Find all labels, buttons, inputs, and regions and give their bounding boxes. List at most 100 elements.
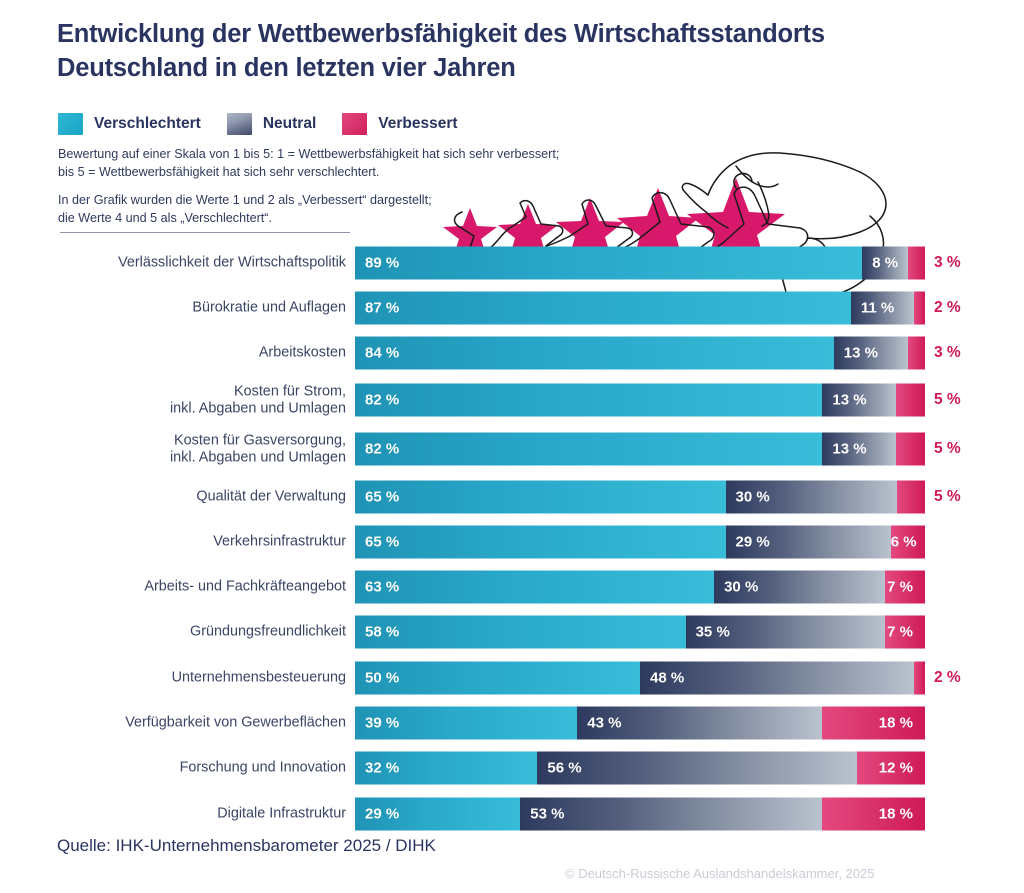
- segment-value: 82 %: [365, 391, 400, 409]
- row-label: Digitale Infrastruktur: [217, 805, 346, 822]
- segment-verschlechtert: 65 %: [355, 525, 726, 559]
- segment-value: 65 %: [365, 533, 400, 551]
- hand-thumb: [681, 182, 709, 213]
- segment-verbessert: 7 %: [885, 570, 925, 604]
- row-label: Arbeitskosten: [258, 344, 346, 361]
- segment-value: 84 %: [365, 344, 400, 362]
- bar-stack: 32 % 56 % 12 %: [355, 751, 925, 785]
- bar-stack: 65 % 30 %: [355, 480, 925, 514]
- table-row: Unternehmensbesteuerung 50 % 48 % 2 %: [0, 655, 1024, 700]
- segment-value: 43 %: [587, 714, 622, 732]
- segment-verschlechtert: 89 %: [355, 246, 863, 280]
- table-row: Gründungsfreundlichkeit 58 % 35 % 7 %: [0, 610, 1024, 655]
- legend-swatch-verschlechtert-icon: [58, 113, 83, 135]
- segment-verbessert: [896, 383, 925, 417]
- segment-neutral: 30 %: [725, 480, 897, 514]
- outside-value-verbessert: 5 %: [934, 440, 961, 458]
- segment-neutral: 56 %: [537, 751, 857, 785]
- table-row: Verkehrsinfrastruktur 65 % 29 % 6 %: [0, 519, 1024, 564]
- row-label: Forschung und Innovation: [179, 759, 346, 776]
- segment-verschlechtert: 84 %: [355, 336, 834, 370]
- segment-value: 29 %: [735, 533, 770, 551]
- segment-value: 13 %: [843, 344, 878, 362]
- table-row: Forschung und Innovation 32 % 56 % 12 %: [0, 746, 1024, 791]
- segment-value: 29 %: [365, 805, 400, 823]
- segment-value: 32 %: [365, 759, 400, 777]
- segment-value: 65 %: [365, 488, 400, 506]
- segment-value: 48 %: [650, 669, 685, 687]
- segment-neutral: 53 %: [520, 797, 823, 831]
- segment-value: 50 %: [365, 669, 400, 687]
- segment-verbessert: 18 %: [822, 797, 925, 831]
- legend-item-verschlechtert: Verschlechtert: [58, 113, 201, 135]
- table-row: Kosten für Strom, inkl. Abgaben und Umla…: [0, 376, 1024, 425]
- hand-back: [807, 171, 887, 240]
- segment-neutral: 30 %: [714, 570, 886, 604]
- star-hook: [733, 172, 753, 189]
- row-label: Kosten für Gasversorgung, inkl. Abgaben …: [169, 432, 346, 466]
- segment-neutral: 8 %: [862, 246, 908, 280]
- bar-stack: 63 % 30 % 7 %: [355, 570, 925, 604]
- segment-verschlechtert: 32 %: [355, 751, 538, 785]
- row-label: Qualität der Verwaltung: [196, 488, 346, 505]
- table-row: Arbeitskosten 84 % 13 % 3 %: [0, 331, 1024, 376]
- legend-label-neutral: Neutral: [262, 115, 317, 132]
- outside-value-verbessert: 5 %: [934, 487, 961, 505]
- segment-verbessert: [907, 336, 925, 370]
- segment-value: 6 %: [890, 533, 917, 551]
- chart-divider: [60, 232, 350, 233]
- grouping-note: In der Grafik wurden die Werte 1 und 2 a…: [58, 193, 432, 225]
- chart-legend: Verschlechtert Neutral Verbessert: [58, 113, 484, 135]
- row-label: Verfügbarkeit von Gewerbeflächen: [125, 714, 346, 731]
- segment-neutral: 13 %: [822, 432, 897, 466]
- legend-swatch-neutral-icon: [226, 113, 252, 135]
- copyright-note: © Deutsch-Russische Auslandshandelskamme…: [565, 866, 875, 881]
- segment-verschlechtert: 50 %: [355, 661, 640, 695]
- source-note: Quelle: IHK-Unternehmensbarometer 2025 /…: [57, 836, 436, 855]
- hand-index: [707, 152, 861, 196]
- bar-stack: 82 % 13 %: [355, 383, 925, 417]
- segment-verbessert: [896, 432, 925, 466]
- segment-value: 89 %: [365, 254, 400, 272]
- outside-value-verbessert: 5 %: [934, 391, 961, 409]
- outside-value-verbessert: 3 %: [934, 344, 961, 362]
- hand-finger-2: [705, 211, 729, 229]
- segment-value: 12 %: [878, 759, 913, 777]
- row-label: Bürokratie und Auflagen: [192, 299, 346, 316]
- segment-value: 18 %: [878, 805, 913, 823]
- table-row: Verfügbarkeit von Gewerbeflächen 39 % 43…: [0, 700, 1024, 745]
- segment-neutral: 43 %: [577, 706, 823, 740]
- table-row: Kosten für Gasversorgung, inkl. Abgaben …: [0, 425, 1024, 474]
- stacked-bar-chart: Verlässlichkeit der Wirtschaftspolitik 8…: [0, 240, 1024, 836]
- legend-item-verbessert: Verbessert: [342, 113, 458, 135]
- segment-verbessert: 12 %: [856, 751, 925, 785]
- segment-verschlechtert: 87 %: [355, 291, 851, 325]
- segment-verschlechtert: 29 %: [355, 797, 521, 831]
- hand-pinch: [757, 181, 770, 227]
- segment-neutral: 35 %: [685, 615, 886, 649]
- row-label: Arbeits- und Fachkräfteangebot: [144, 578, 346, 595]
- segment-value: 82 %: [365, 440, 400, 458]
- segment-verschlechtert: 39 %: [355, 706, 578, 740]
- bar-stack: 82 % 13 %: [355, 432, 925, 466]
- segment-verschlechtert: 82 %: [355, 432, 823, 466]
- segment-neutral: 48 %: [640, 661, 914, 695]
- segment-verbessert: 18 %: [822, 706, 925, 740]
- row-label: Kosten für Strom, inkl. Abgaben und Umla…: [169, 383, 346, 417]
- legend-item-neutral: Neutral: [226, 113, 317, 135]
- segment-verschlechtert: 65 %: [355, 480, 726, 514]
- bar-stack: 65 % 29 % 6 %: [355, 525, 925, 559]
- bar-stack: 58 % 35 % 7 %: [355, 615, 925, 649]
- table-row: Bürokratie und Auflagen 87 % 11 % 2 %: [0, 285, 1024, 330]
- segment-verbessert: [907, 246, 925, 280]
- scale-note: Bewertung auf einer Skala von 1 bis 5: 1…: [58, 147, 560, 179]
- bar-stack: 84 % 13 %: [355, 336, 925, 370]
- bar-stack: 39 % 43 % 18 %: [355, 706, 925, 740]
- page-title: Entwicklung der Wettbewerbsfähigkeit des…: [57, 18, 957, 85]
- table-row: Verlässlichkeit der Wirtschaftspolitik 8…: [0, 240, 1024, 285]
- segment-value: 87 %: [365, 299, 400, 317]
- outside-value-verbessert: 2 %: [934, 668, 961, 686]
- table-row: Arbeits- und Fachkräfteangebot 63 % 30 %…: [0, 564, 1024, 609]
- segment-verschlechtert: 82 %: [355, 383, 823, 417]
